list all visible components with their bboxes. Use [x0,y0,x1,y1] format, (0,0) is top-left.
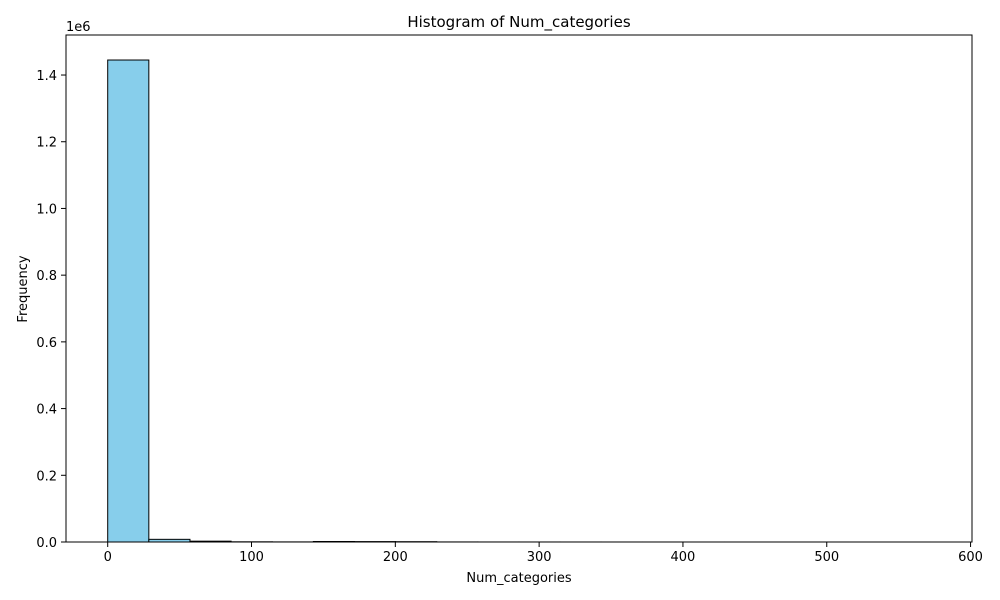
chart-title: Histogram of Num_categories [407,13,630,32]
x-axis-ticks: 0 100 200 300 400 500 600 [104,542,983,565]
bars-group [107,59,931,543]
y-axis-ticks: 0.0 0.2 0.4 0.6 0.8 1.0 1.2 1.4 [36,69,66,551]
x-tick-label: 500 [814,550,839,565]
y-tick-label: 0.0 [36,536,57,551]
y-tick-label: 0.6 [36,336,57,351]
y-axis-label: Frequency [16,255,31,322]
x-tick-label: 200 [383,550,408,565]
y-tick-label: 0.4 [36,403,57,418]
y-offset-label: 1e6 [66,20,91,35]
x-tick-label: 600 [958,550,983,565]
x-axis-label: Num_categories [466,571,571,586]
x-tick-label: 100 [239,550,264,565]
y-tick-label: 1.0 [36,202,57,217]
y-tick-label: 0.8 [36,269,57,284]
y-tick-label: 1.2 [36,136,57,151]
x-tick-label: 0 [104,550,112,565]
y-tick-label: 0.2 [36,469,57,484]
y-tick-label: 1.4 [36,69,57,84]
x-tick-label: 300 [527,550,552,565]
x-tick-label: 400 [671,550,696,565]
histogram-bar [107,59,150,543]
plot-frame [65,34,973,543]
